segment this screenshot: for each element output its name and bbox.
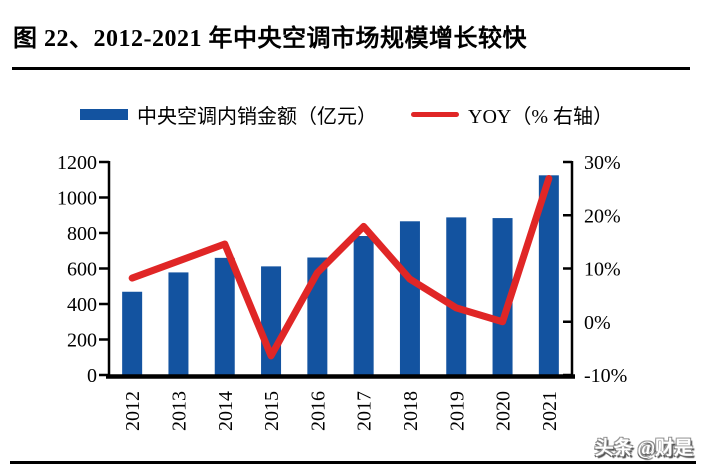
bar-2014: [214, 257, 235, 375]
bar-2021: [538, 175, 559, 375]
x-axis-label-2012: 2012: [122, 391, 144, 431]
bar-2019: [446, 217, 467, 375]
title-divider: [12, 67, 690, 70]
right-axis-tick-label: 30%: [584, 152, 621, 174]
bar-2017: [353, 236, 374, 375]
bar-2013: [168, 272, 189, 375]
x-axis-label-2013: 2013: [168, 391, 190, 431]
chart-legend: 中央空调内销金额（亿元） YOY（% 右轴）: [80, 100, 613, 129]
legend-line-label: YOY（% 右轴）: [468, 106, 613, 128]
yoy-line: [128, 175, 553, 360]
right-axis-tick-label: 10%: [584, 259, 621, 281]
figure-title: 图 22、2012-2021 年中央空调市场规模增长较快: [13, 26, 527, 52]
x-axis-label-2015: 2015: [261, 391, 283, 431]
x-axis-label-2020: 2020: [493, 391, 515, 431]
left-axis-tick-label: 1200: [57, 152, 97, 174]
x-axis-label-2017: 2017: [354, 391, 376, 431]
legend-bar-swatch-icon: [80, 109, 128, 120]
watermark: 头条 @财是: [594, 438, 693, 459]
left-axis-tick-label: 400: [67, 294, 97, 316]
right-axis-tick-label: -10%: [584, 365, 627, 387]
right-axis-tick-label: 0%: [584, 312, 611, 334]
bar-2012: [122, 291, 143, 375]
x-axis-label-2019: 2019: [446, 391, 468, 431]
legend-line-swatch-icon: [411, 112, 459, 117]
x-axis-label-2014: 2014: [215, 391, 237, 431]
bar-2018: [399, 221, 420, 375]
left-axis-tick-label: 0: [87, 365, 97, 387]
left-axis-tick-label: 800: [67, 223, 97, 245]
bar-2020: [492, 218, 513, 375]
right-axis-tick-label: 20%: [584, 205, 621, 227]
x-axis-label-2018: 2018: [400, 391, 422, 431]
left-axis-tick-label: 600: [67, 259, 97, 281]
left-axis-tick-label: 1000: [57, 188, 97, 210]
bottom-divider: [10, 461, 696, 464]
legend-bar-label: 中央空调内销金额（亿元）: [137, 106, 377, 128]
x-axis-label-2016: 2016: [307, 391, 329, 431]
x-axis-label-2021: 2021: [539, 391, 561, 431]
left-axis-tick-label: 200: [67, 330, 97, 352]
